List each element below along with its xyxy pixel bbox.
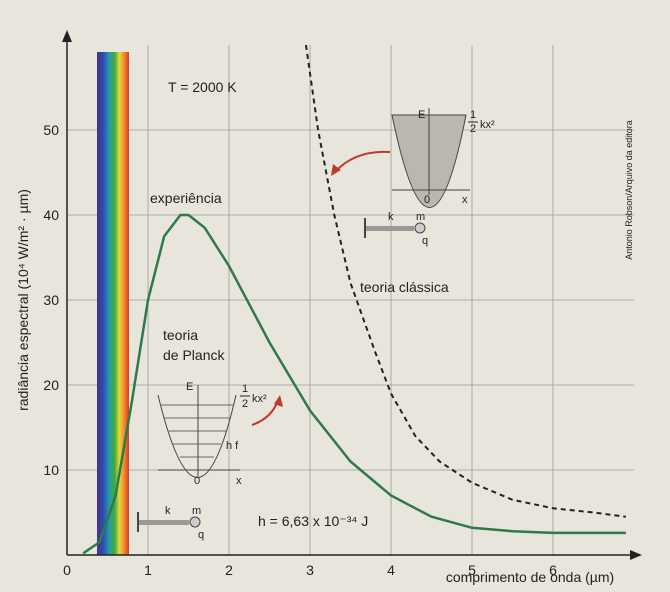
inset-label: 1 bbox=[242, 383, 248, 395]
constant: h = 6,63 x 10⁻³⁴ J bbox=[258, 513, 368, 529]
x-tick-label: 1 bbox=[144, 562, 152, 578]
inset-label: q bbox=[422, 235, 428, 247]
inset-label: E bbox=[186, 381, 193, 393]
y-arrow bbox=[62, 30, 72, 42]
y-tick-label: 40 bbox=[43, 207, 59, 223]
y-axis-label: radiância espectral (10⁴ W/m² · µm) bbox=[15, 189, 31, 411]
inset-label: m bbox=[416, 211, 425, 223]
inset-label: x bbox=[236, 475, 242, 487]
inset-label: 0 bbox=[424, 194, 430, 206]
x-tick-label: 0 bbox=[63, 562, 71, 578]
inset-label: 2 bbox=[242, 398, 248, 410]
inset-label: kx² bbox=[480, 119, 495, 131]
inset-label: q bbox=[198, 529, 204, 541]
inset-label: 1 bbox=[470, 109, 476, 121]
x-tick-label: 2 bbox=[225, 562, 233, 578]
series-line bbox=[304, 44, 627, 518]
inset-label: m bbox=[192, 505, 201, 517]
temperature: T = 2000 K bbox=[168, 79, 237, 95]
x-axis-label: comprimento de onda (µm) bbox=[446, 569, 614, 585]
inset-label: 2 bbox=[470, 123, 476, 135]
inset-label: k bbox=[388, 211, 394, 223]
y-tick-label: 10 bbox=[43, 462, 59, 478]
planck-label: teoria bbox=[163, 327, 198, 343]
series-line bbox=[82, 213, 626, 555]
planck-inset: E 1 2 kx² h f 0 x k m q bbox=[137, 381, 283, 541]
x-tick-label: 5 bbox=[468, 562, 476, 578]
inset-label: h f bbox=[226, 440, 239, 452]
legend-classica: teoria clássica bbox=[360, 279, 449, 295]
y-tick-label: 30 bbox=[43, 292, 59, 308]
x-tick-label: 3 bbox=[306, 562, 314, 578]
inset-label: E bbox=[418, 109, 425, 121]
visible-spectrum bbox=[97, 52, 129, 555]
x-tick-label: 4 bbox=[387, 562, 395, 578]
credit: Antonio Robson/Arquivo da editora bbox=[624, 120, 634, 260]
inset-label: k bbox=[165, 505, 171, 517]
inset-label: kx² bbox=[252, 393, 267, 405]
planck-label: de Planck bbox=[163, 347, 225, 363]
classical-inset: E 1 2 kx² 0 x k m q bbox=[331, 108, 495, 247]
x-arrow bbox=[630, 550, 642, 560]
y-tick-label: 50 bbox=[43, 122, 59, 138]
inset-label: x bbox=[462, 194, 468, 206]
legend-experiencia: experiência bbox=[150, 190, 222, 206]
y-tick-label: 20 bbox=[43, 377, 59, 393]
x-tick-label: 6 bbox=[549, 562, 557, 578]
inset-label: 0 bbox=[194, 475, 200, 487]
